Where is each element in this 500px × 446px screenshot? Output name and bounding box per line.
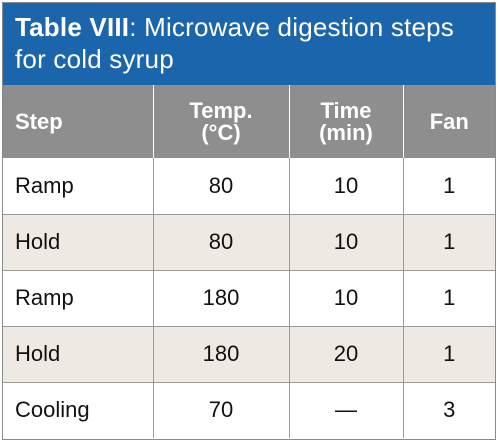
cell-fan: 3 (402, 381, 495, 438)
cell-fan: 1 (402, 325, 495, 382)
cell-temp: 80 (152, 213, 289, 270)
cell-temp: 70 (152, 381, 289, 438)
table-title-text: Microwave digestion steps for cold syrup (15, 12, 454, 74)
table-title-separator: : (129, 12, 137, 42)
cell-step: Hold (3, 325, 153, 382)
header-time: Time (min) (288, 85, 403, 158)
cell-fan: 1 (402, 158, 495, 214)
cell-time: 10 (288, 269, 403, 326)
table-row: Ramp 180 10 1 (3, 269, 495, 326)
header-temp-label: Temp. (189, 97, 253, 123)
header-temp: Temp. (°C) (152, 85, 289, 158)
cell-time: 20 (288, 325, 403, 382)
cell-fan: 1 (402, 213, 495, 270)
table-row: Hold 180 20 1 (3, 325, 495, 382)
cell-fan: 1 (402, 269, 495, 326)
cell-step: Ramp (3, 269, 153, 326)
header-time-label: Time (320, 97, 372, 123)
cell-temp: 80 (152, 158, 289, 214)
cell-step: Cooling (3, 381, 153, 438)
header-step: Step (3, 85, 153, 158)
header-step-label: Step (15, 108, 63, 134)
cell-step: Ramp (15, 172, 74, 198)
cell-step: Hold (3, 213, 153, 270)
table-container: Table VIII: Microwave digestion steps fo… (2, 2, 496, 440)
cell-temp: 180 (152, 269, 289, 326)
table-title-label: Table VIII (15, 12, 130, 42)
header-fan: Fan (402, 85, 495, 158)
table-row: Cooling 70 — 3 (3, 381, 495, 438)
cell-time: — (288, 381, 403, 438)
table-row: Ramp 80 10 1 (3, 158, 495, 214)
cell-temp: 180 (152, 325, 289, 382)
header-temp-unit: (°C) (201, 119, 241, 145)
table-row: Hold 80 10 1 (3, 213, 495, 270)
header-fan-label: Fan (429, 108, 469, 134)
cell-time: 10 (288, 213, 403, 270)
header-row: Step Temp. (°C) Time (min) Fan (3, 85, 495, 158)
cell-time: 10 (288, 158, 403, 214)
digestion-steps-table: Step Temp. (°C) Time (min) Fan Ramp 80 10 … (3, 85, 495, 438)
header-time-unit: (min) (319, 119, 373, 145)
table-title: Table VIII: Microwave digestion steps fo… (3, 3, 495, 85)
